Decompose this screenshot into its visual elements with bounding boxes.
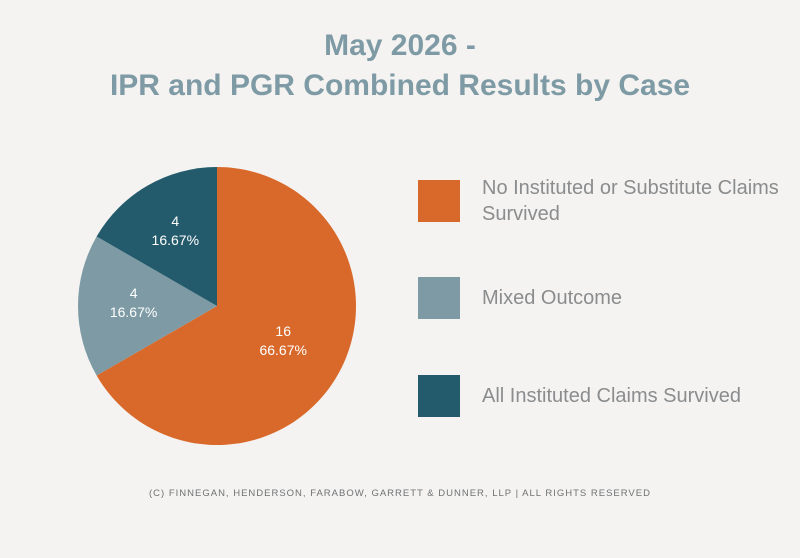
copyright-footer: (C) FINNEGAN, HENDERSON, FARABOW, GARRET…	[149, 488, 651, 499]
legend-swatch-no-instituted	[418, 180, 460, 222]
pie-slice-mixed-outcome	[77, 236, 217, 376]
legend-label-all-survived: All Instituted Claims Survived	[482, 385, 741, 407]
legend-item-all-survived: All Instituted Claims Survived	[418, 375, 782, 417]
chart-title: May 2026 - IPR and PGR Combined Results …	[0, 26, 800, 106]
pie-label-value-all-survived: 4	[171, 213, 179, 229]
pie-label-mixed-outcome: 4 16.67%	[110, 285, 157, 320]
chart-title-line-2: IPR and PGR Combined Results by Case	[109, 69, 691, 102]
legend-swatch-all-survived	[418, 375, 460, 417]
pie-slice-all-survived	[96, 167, 217, 306]
legend-label-no-instituted: No Instituted or Substitute Claims Survi…	[482, 177, 779, 225]
pie-slice-no-instituted	[96, 167, 356, 445]
pie-label-no-instituted: 16 66.67%	[259, 323, 306, 358]
pie-label-percent-no-instituted: 66.67%	[259, 342, 306, 358]
legend-item-mixed-outcome: Mixed Outcome	[418, 277, 782, 319]
pie-label-percent-all-survived: 16.67%	[152, 232, 199, 248]
legend-label-mixed-outcome: Mixed Outcome	[482, 287, 623, 309]
pie-label-percent-mixed-outcome: 16.67%	[110, 304, 157, 320]
chart-title-line-1: May 2026 -	[324, 29, 476, 62]
legend-item-no-instituted: No Instituted or Substitute Claims Survi…	[418, 175, 782, 227]
pie-label-value-mixed-outcome: 4	[130, 285, 138, 301]
pie-label-value-no-instituted: 16	[275, 323, 291, 339]
pie-label-all-survived: 4 16.67%	[152, 213, 199, 248]
legend-swatch-mixed-outcome	[418, 277, 460, 319]
